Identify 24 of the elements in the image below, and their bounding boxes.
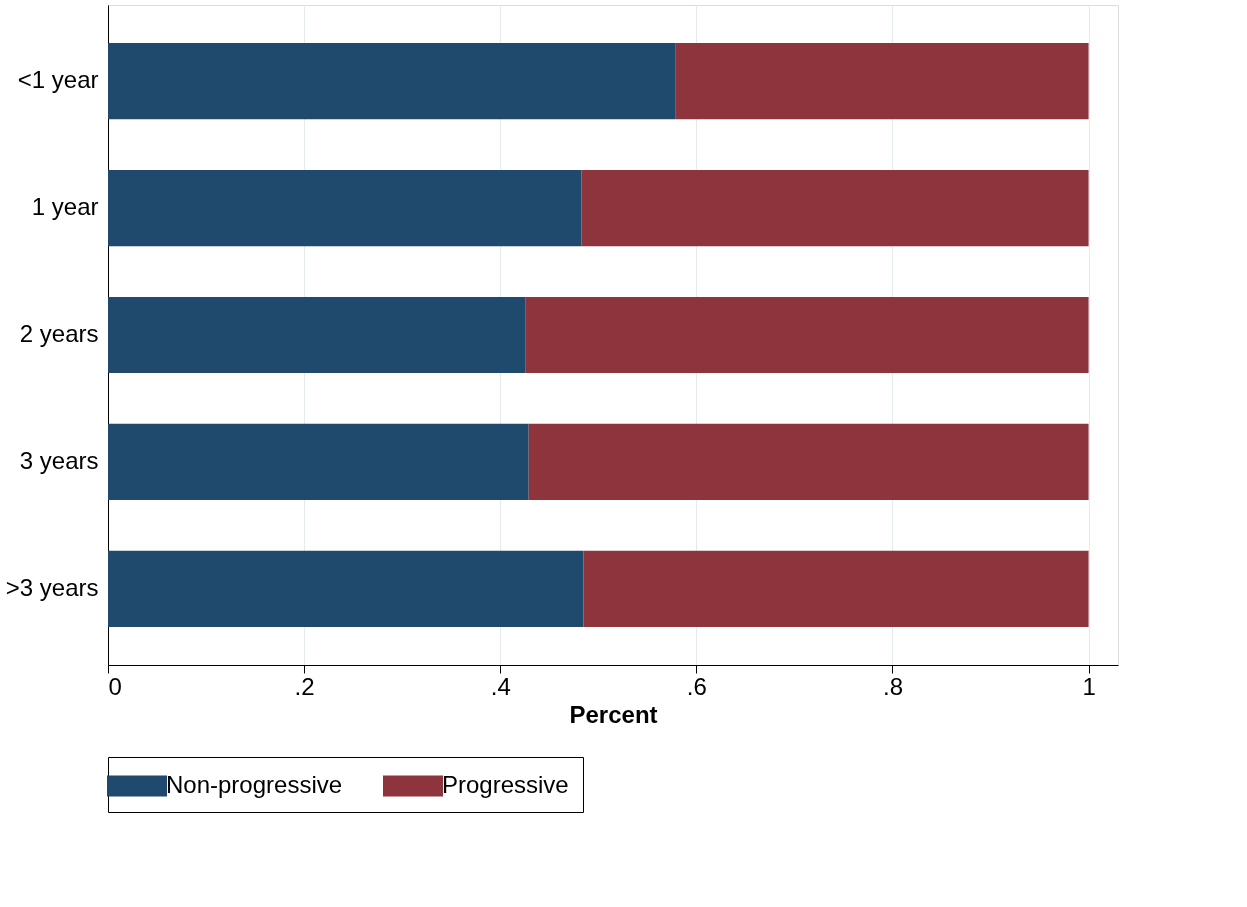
x-tick-label: .8	[882, 672, 903, 700]
y-tick-label: 3 years	[19, 446, 99, 474]
x-tick-label: 0	[108, 672, 122, 700]
bar	[108, 296, 526, 374]
bar	[581, 170, 1089, 247]
bar	[583, 550, 1089, 627]
y-tick-label: <1 year	[17, 66, 99, 94]
bar	[528, 423, 1089, 500]
x-tick-label: 1	[1082, 672, 1096, 700]
bar	[108, 550, 584, 627]
x-tick-label: .2	[294, 672, 315, 700]
legend-label: Non-progressive	[166, 771, 343, 798]
y-tick-label: >3 years	[5, 573, 99, 601]
y-tick-label: 2 years	[19, 320, 99, 347]
bar	[108, 43, 676, 120]
bar	[108, 170, 582, 247]
bar	[675, 43, 1089, 120]
x-tick-label: .6	[686, 672, 707, 700]
bar	[108, 423, 529, 500]
y-tick-label: 1 year	[31, 193, 99, 221]
x-axis-title: Percent	[569, 700, 658, 728]
x-tick-label: .4	[490, 672, 511, 700]
legend-label: Progressive	[442, 771, 569, 798]
bar	[525, 296, 1089, 374]
